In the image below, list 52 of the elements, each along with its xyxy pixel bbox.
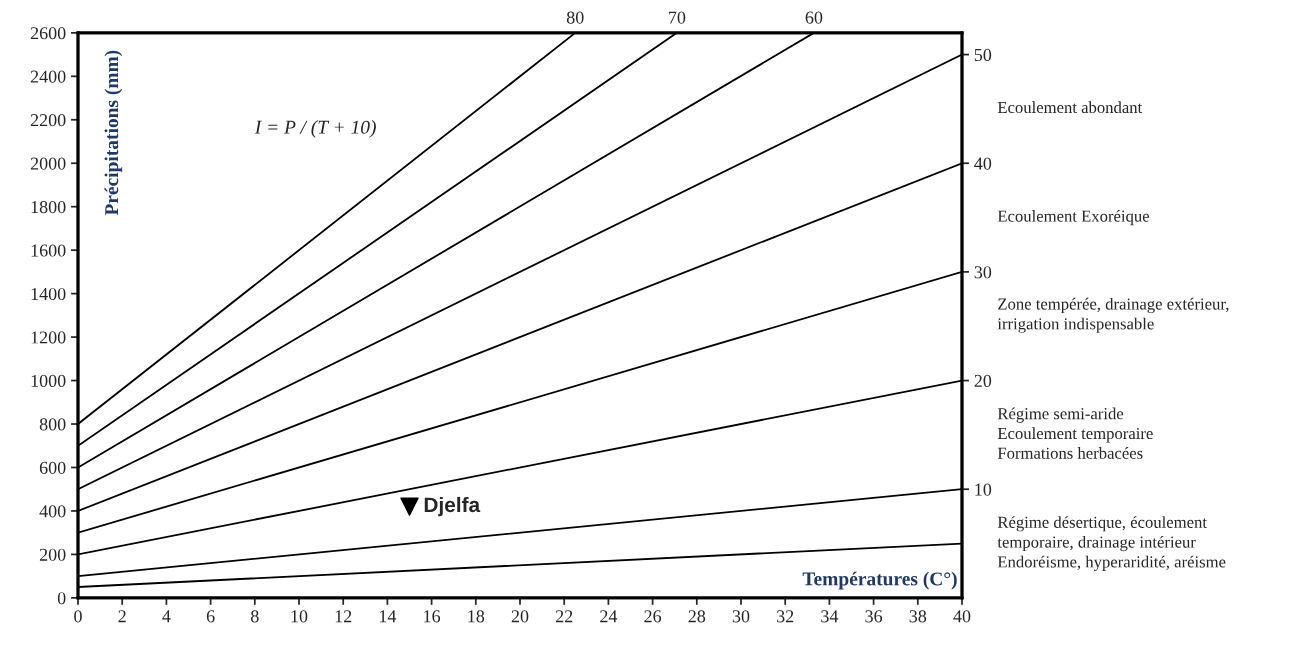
y-tick-label: 1800: [31, 200, 66, 214]
x-tick-label: 14: [379, 610, 397, 623]
x-tick-label: 20: [511, 610, 529, 623]
x-tick-label: 32: [777, 610, 794, 623]
y2-tick-label: 50: [974, 48, 992, 62]
y-axis-title: Précipitations (mm): [104, 50, 123, 216]
y-tick-label: 800: [39, 418, 66, 431]
y2-tick-label: 40: [974, 157, 992, 170]
y-tick-label: 1600: [31, 244, 66, 257]
x-tick-label: 28: [688, 610, 706, 623]
y-tick-label: 1200: [31, 331, 66, 344]
y-tick-label: 2600: [30, 27, 66, 40]
x-tick-label: 2: [118, 610, 126, 623]
y-tick-label: 1400: [31, 287, 66, 301]
text: Zone tempérée, drainage extérieur, irrigation indispensable: [997, 297, 1229, 333]
x-tick-label: 38: [909, 610, 927, 623]
y-tick-label: 1000: [31, 374, 66, 387]
x-tick-label: 36: [865, 610, 883, 623]
series-label: 80: [566, 11, 584, 24]
series-label: Djelfa: [424, 496, 481, 517]
x-tick-label: 4: [162, 610, 171, 623]
x-axis-title: Températures (C°): [802, 571, 957, 590]
x-tick-label: 16: [424, 610, 441, 623]
series-label: 70: [669, 11, 686, 24]
annotation: I = P / (T + 10): [254, 120, 376, 138]
text: Régime désertique, écoulement temporaire, drainage intérieur Endoréisme, hyperaridité, aréisme: [997, 516, 1226, 571]
y-tick-label: 2400: [30, 70, 66, 83]
text: Ecoulement Exoréique: [997, 210, 1150, 226]
y-tick-label: 0: [57, 592, 66, 605]
y-tick-label: 400: [39, 505, 66, 518]
x-tick-label: 24: [600, 610, 618, 623]
x-tick-label: 8: [250, 610, 259, 623]
x-tick-label: 10: [291, 610, 308, 623]
x-tick-label: 12: [335, 610, 352, 623]
y-tick-label: 200: [39, 548, 66, 561]
series-label: 60: [805, 11, 823, 24]
y-tick-label: 2200: [30, 114, 66, 127]
y-tick-label: 2000: [30, 157, 66, 170]
y-tick-label: 600: [39, 461, 66, 474]
text: Régime semi-aride Ecoulement temporaire Formations herbacées: [997, 407, 1153, 459]
x-tick-label: 0: [74, 610, 82, 623]
x-tick-label: 26: [644, 610, 662, 623]
y2-tick-label: 30: [974, 266, 992, 279]
text: Ecoulement abondant: [997, 101, 1143, 114]
y2-tick-label: 10: [975, 483, 992, 496]
y2-tick-label: 20: [974, 374, 992, 387]
x-tick-label: 30: [732, 610, 750, 623]
x-tick-label: 40: [953, 610, 971, 623]
x-tick-label: 18: [468, 610, 485, 623]
x-tick-label: 6: [206, 610, 215, 623]
x-tick-label: 22: [555, 610, 573, 623]
x-tick-label: 34: [821, 610, 839, 623]
